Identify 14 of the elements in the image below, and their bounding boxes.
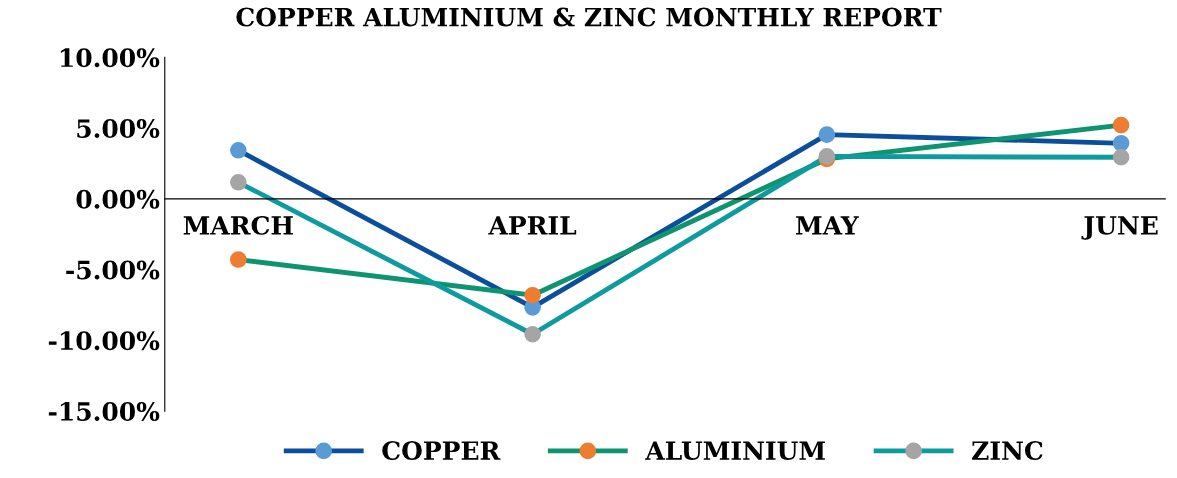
y-tick-label: 0.00% bbox=[76, 189, 160, 209]
y-tick-label: 5.00% bbox=[77, 119, 160, 138]
chart-title: COPPER ALUMINIUM & ZINC MONTHLY REPORT bbox=[236, 7, 942, 27]
y-tick-label: -5.00% bbox=[66, 260, 160, 280]
y-tick-label: -10.00% bbox=[48, 331, 160, 351]
legend-label: ZINC bbox=[972, 441, 1043, 461]
legend-label: ALUMINIUM bbox=[645, 441, 825, 461]
x-tick-label: JUNE bbox=[1081, 216, 1158, 240]
x-tick-label: MARCH bbox=[183, 215, 293, 235]
y-tick-label: -15.00% bbox=[48, 402, 160, 421]
legend-label: COPPER bbox=[382, 441, 501, 461]
x-tick-label: MAY bbox=[796, 216, 859, 235]
x-tick-label: APRIL bbox=[488, 216, 577, 235]
y-tick-label: 10.00% bbox=[60, 48, 160, 68]
